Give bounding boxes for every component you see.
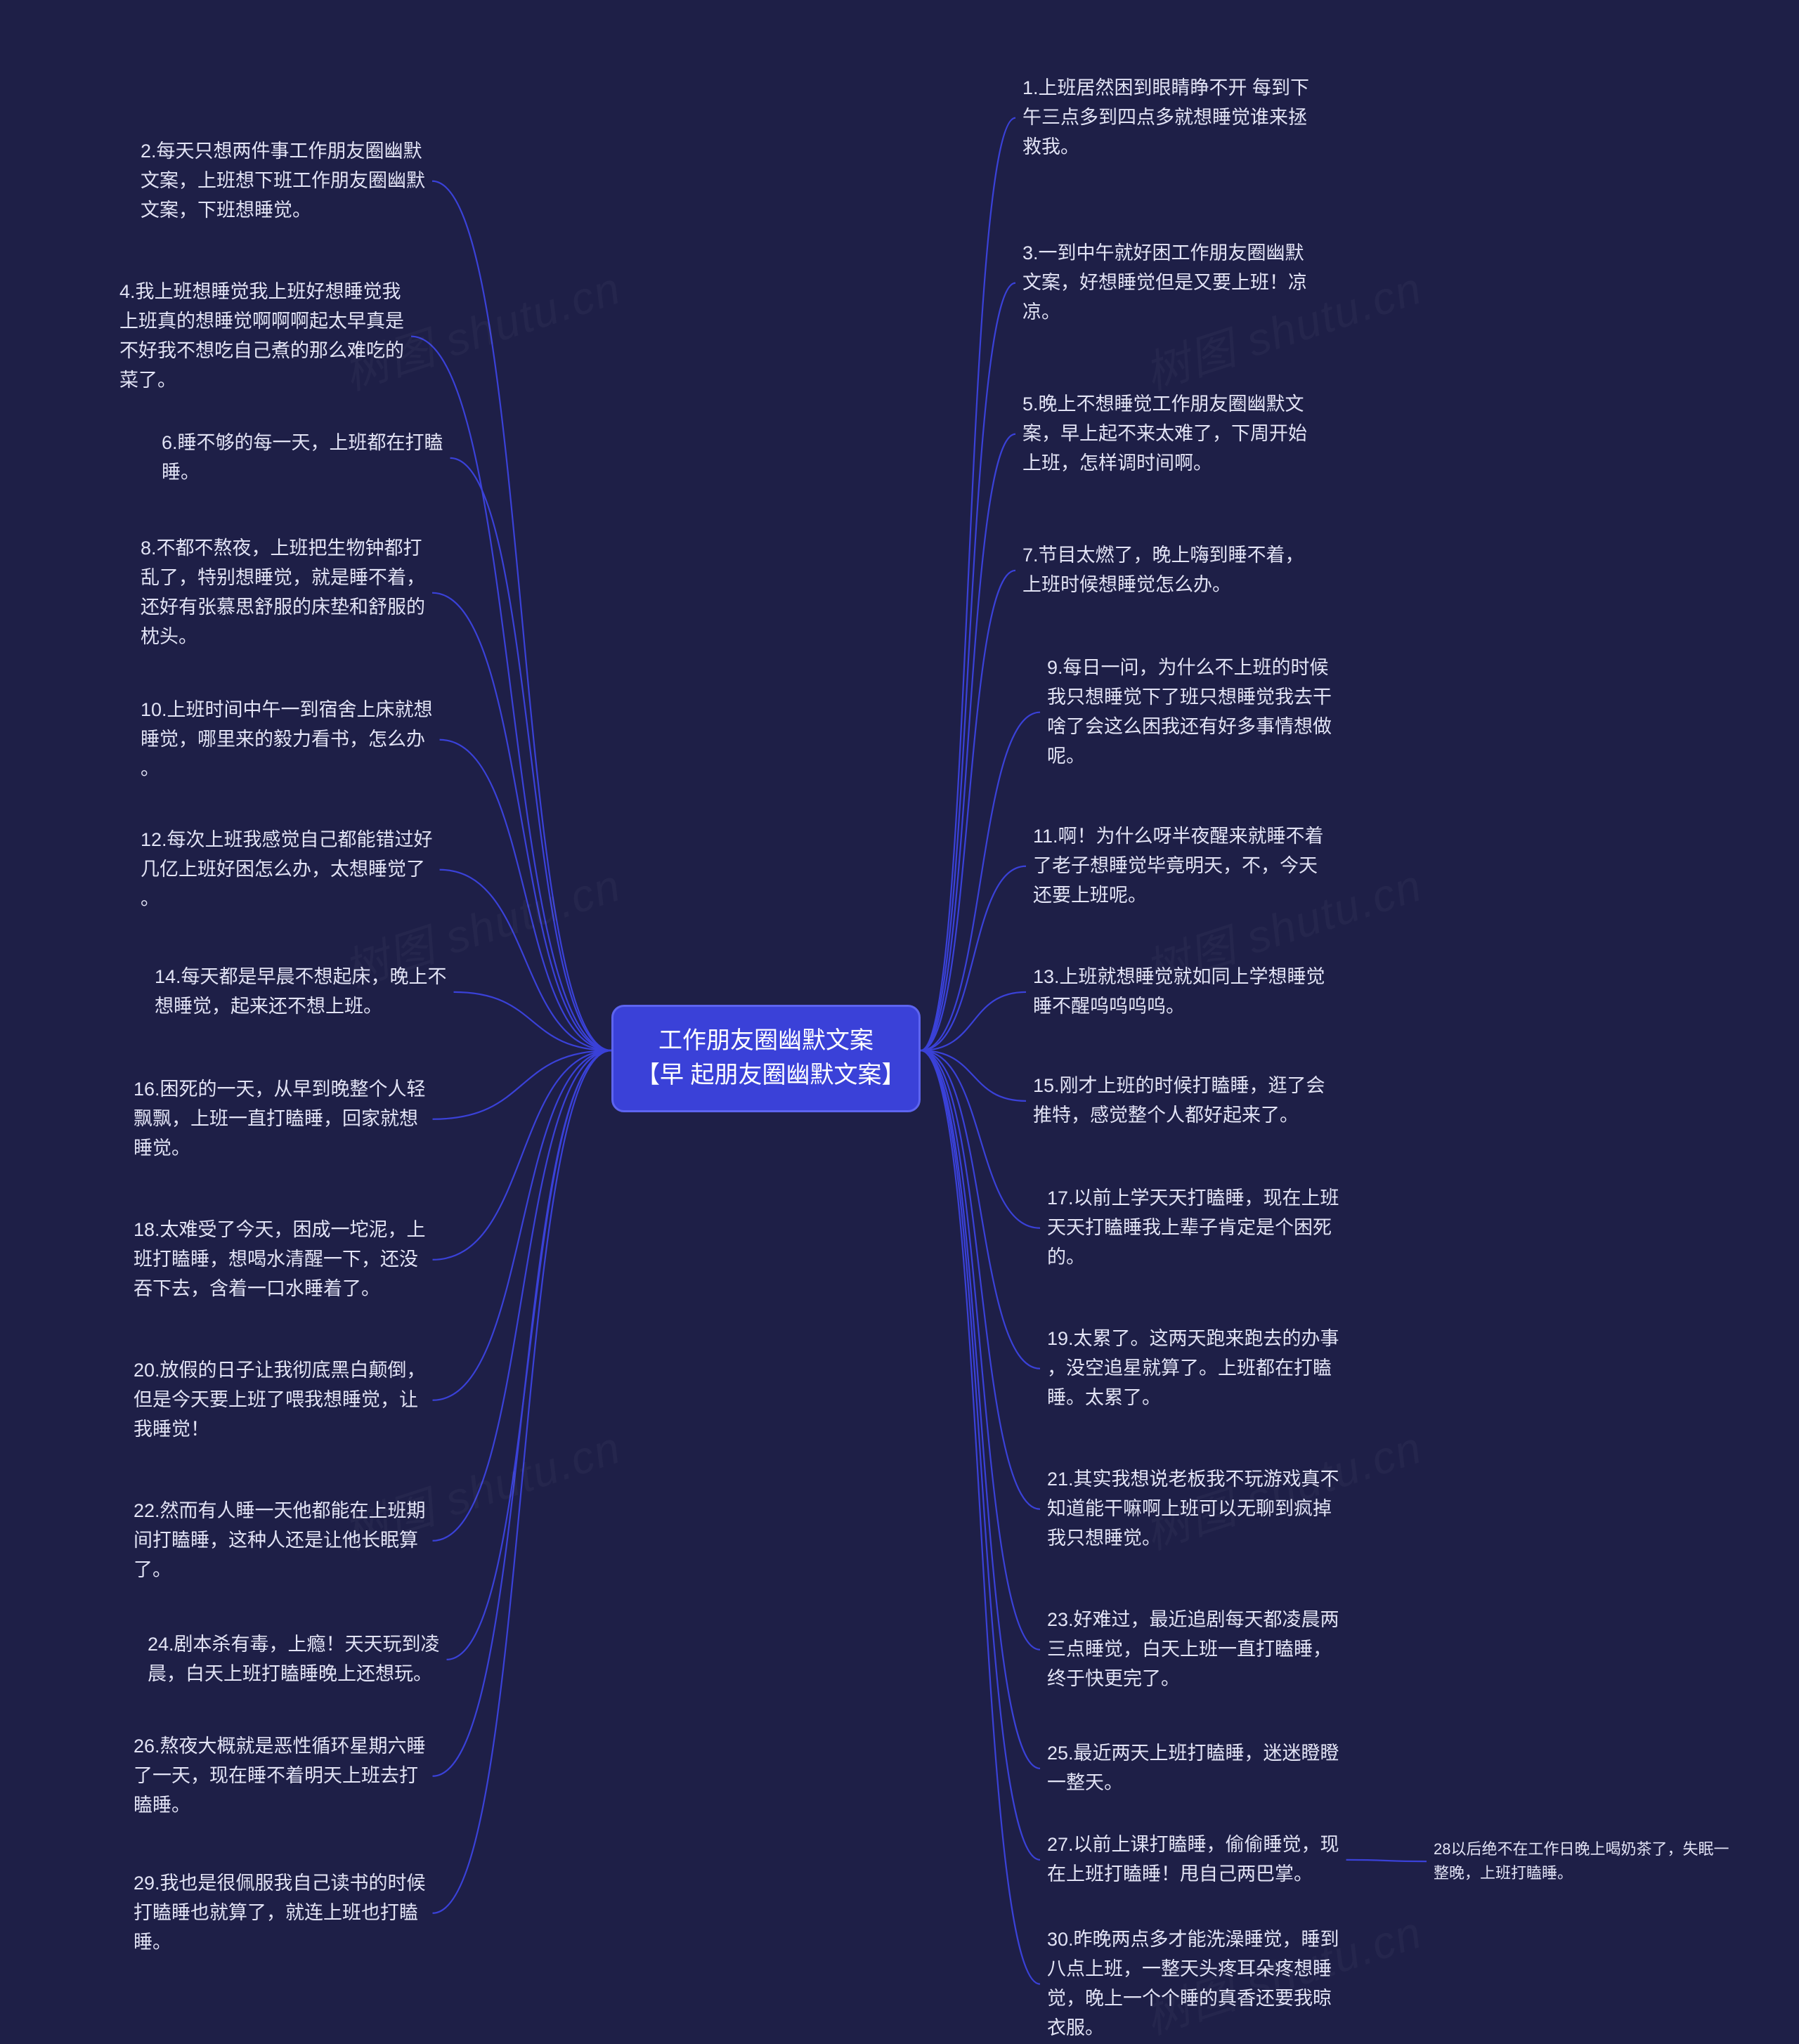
edge [440, 870, 611, 1050]
edge [921, 1050, 1026, 1101]
branch-l16: 16.困死的一天，从早到晚整个人轻 飘飘，上班一直打瞌睡，回家就想 睡觉。 [134, 1075, 426, 1164]
edge [433, 1050, 611, 1913]
edge [921, 1050, 1040, 1860]
branch-r7: 7.节目太燃了，晚上嗨到睡不着， 上班时候想睡觉怎么办。 [1022, 541, 1304, 600]
branch-l18: 18.太难受了今天，困成一坨泥，上 班打瞌睡，想喝水清醒一下，还没 吞下去，含着… [134, 1216, 426, 1304]
branch-r11: 11.啊！为什么呀半夜醒来就睡不着 了老子想睡觉毕竟明天，不，今天 还要上班呢。 [1033, 822, 1324, 911]
edge [432, 593, 611, 1050]
edge [921, 712, 1040, 1050]
edge [921, 118, 1015, 1050]
branch-r19: 19.太累了。这两天跑来跑去的办事 ，没空追星就算了。上班都在打瞌 睡。太累了。 [1047, 1324, 1339, 1413]
branch-r25: 25.最近两天上班打瞌睡，迷迷瞪瞪 一整天。 [1047, 1739, 1339, 1798]
branch-l10: 10.上班时间中午一到宿舍上床就想 睡觉，哪里来的毅力看书，怎么办 。 [141, 696, 433, 784]
edge [440, 740, 611, 1050]
branch-r21: 21.其实我想说老板我不玩游戏真不 知道能干嘛啊上班可以无聊到疯掉 我只想睡觉。 [1047, 1465, 1339, 1554]
edge [454, 992, 611, 1050]
branch-r1: 1.上班居然困到眼睛睁不开 每到下 午三点多到四点多就想睡觉谁来拯 救我。 [1022, 74, 1309, 162]
branch-r13: 13.上班就想睡觉就如同上学想睡觉 睡不醒呜呜呜呜。 [1033, 963, 1325, 1022]
branch-l12: 12.每次上班我感觉自己都能错过好 几亿上班好困怎么办，太想睡觉了 。 [141, 826, 433, 914]
branch-l4: 4.我上班想睡觉我上班好想睡觉我 上班真的想睡觉啊啊啊起太早真是 不好我不想吃自… [119, 278, 404, 395]
edge [921, 1050, 1040, 1769]
branch-l24: 24.剧本杀有毒，上瘾！天天玩到凌 晨，白天上班打瞌睡晚上还想玩。 [148, 1630, 440, 1689]
branch-l14: 14.每天都是早晨不想起床，晚上不 想睡觉，起来还不想上班。 [155, 963, 447, 1022]
edge [921, 1050, 1040, 1984]
edge [921, 866, 1026, 1050]
edge [433, 1050, 611, 1776]
branch-l20: 20.放假的日子让我彻底黑白颠倒， 但是今天要上班了喂我想睡觉，让 我睡觉！ [134, 1356, 426, 1445]
branch-r27: 27.以前上课打瞌睡，偷偷睡觉，现 在上班打瞌睡！甩自己两巴掌。 [1047, 1830, 1339, 1889]
branch-l6: 6.睡不够的每一天，上班都在打瞌 睡。 [162, 429, 443, 488]
branch-l8: 8.不都不熬夜，上班把生物钟都打 乱了，特别想睡觉，就是睡不着， 还好有张慕思舒… [141, 534, 425, 651]
edge [921, 992, 1026, 1050]
edge [921, 434, 1015, 1050]
branch-r5: 5.晚上不想睡觉工作朋友圈幽默文 案，早上起不来太难了，下周开始 上班，怎样调时… [1022, 390, 1307, 479]
branch-l26: 26.熬夜大概就是恶性循环星期六睡 了一天，现在睡不着明天上班去打 瞌睡。 [134, 1732, 426, 1821]
branch-r15: 15.刚才上班的时候打瞌睡，逛了会 推特，感觉整个人都好起来了。 [1033, 1072, 1325, 1131]
branch-r17: 17.以前上学天天打瞌睡，现在上班 天天打瞌睡我上辈子肯定是个困死 的。 [1047, 1184, 1339, 1272]
edge [450, 458, 611, 1050]
branch-l29: 29.我也是很佩服我自己读书的时候 打瞌睡也就算了，就连上班也打瞌 睡。 [134, 1869, 426, 1958]
edge [432, 181, 611, 1050]
edge [433, 1050, 611, 1541]
center-topic: 工作朋友圈幽默文案【早 起朋友圈幽默文案】 [611, 1005, 921, 1112]
branch-r9: 9.每日一问，为什么不上班的时候 我只想睡觉下了班只想睡觉我去干 啥了会这么困我… [1047, 653, 1332, 771]
edge [433, 1050, 611, 1260]
branch-l22: 22.然而有人睡一天他都能在上班期 间打瞌睡，这种人还是让他长眠算 了。 [134, 1497, 426, 1585]
branch-e28: 28以后绝不在工作日晚上喝奶茶了，失眠一 整晚，上班打瞌睡。 [1434, 1837, 1729, 1885]
edge [447, 1050, 611, 1660]
branch-r30: 30.昨晚两点多才能洗澡睡觉，睡到 八点上班，一整天头疼耳朵疼想睡 觉，晚上一个… [1047, 1925, 1339, 2043]
branch-r23: 23.好难过，最近追剧每天都凌晨两 三点睡觉，白天上班一直打瞌睡， 终于快更完了… [1047, 1606, 1339, 1694]
edge [433, 1050, 611, 1119]
edge [1346, 1860, 1427, 1861]
edge [433, 1050, 611, 1400]
edge [921, 1050, 1040, 1369]
branch-l2: 2.每天只想两件事工作朋友圈幽默 文案，上班想下班工作朋友圈幽默 文案，下班想睡… [141, 137, 425, 226]
edge [921, 1050, 1040, 1650]
edge [921, 1050, 1040, 1509]
edge [921, 571, 1015, 1050]
edge [921, 283, 1015, 1050]
branch-r3: 3.一到中午就好困工作朋友圈幽默 文案，好想睡觉但是又要上班！凉 凉。 [1022, 239, 1307, 327]
edge [921, 1050, 1040, 1228]
